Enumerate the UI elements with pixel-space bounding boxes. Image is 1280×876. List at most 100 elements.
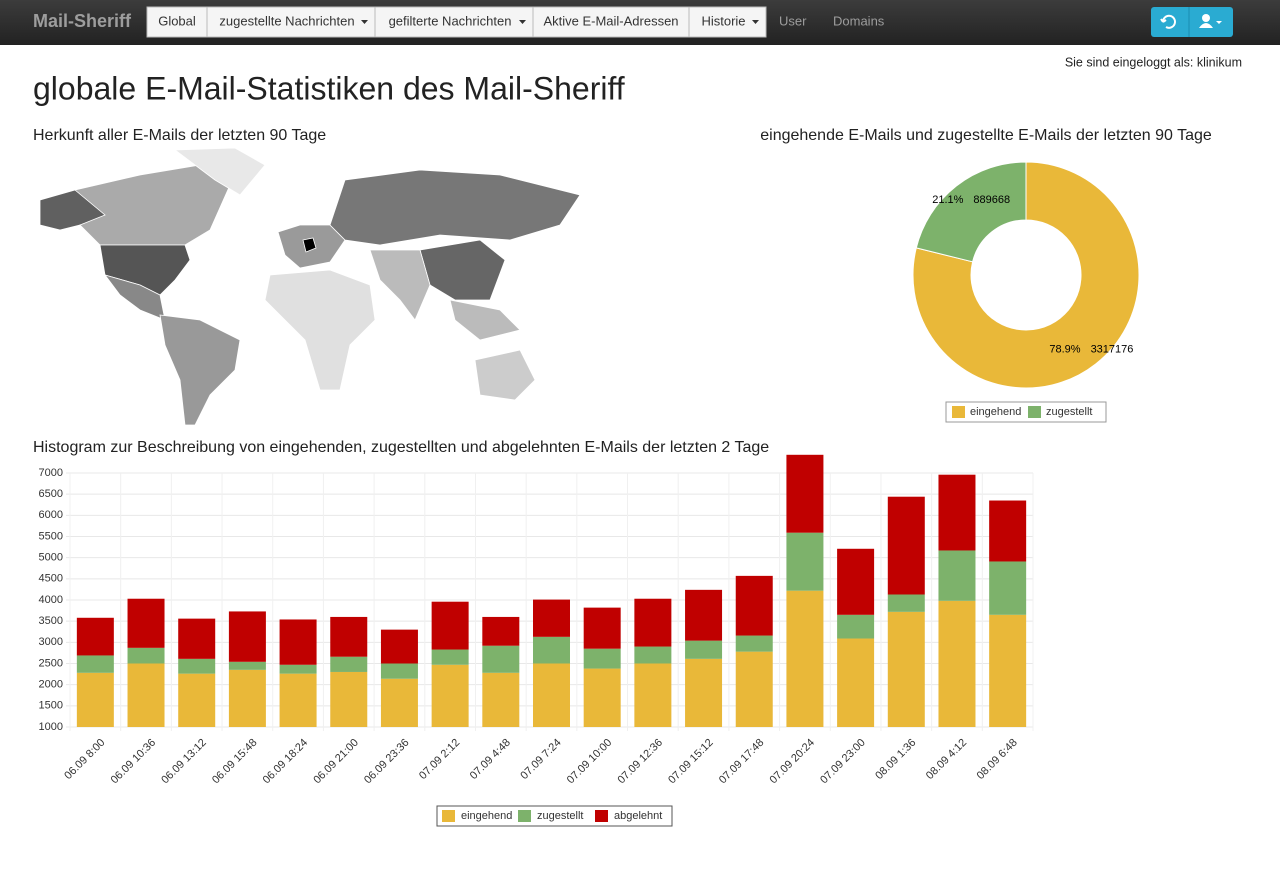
x-tick-label: 08.09 6:48 (975, 737, 1020, 782)
y-tick-label: 7000 (39, 467, 63, 479)
china (419, 239, 506, 301)
bar-segment (634, 646, 672, 664)
bar-segment (380, 678, 418, 727)
bar-segment (685, 589, 723, 641)
y-tick-label: 2000 (39, 679, 63, 691)
nav-link[interactable]: Domains (833, 13, 885, 28)
bar-segment (634, 598, 672, 647)
menu-label: gefilterte Nachrichten (389, 13, 512, 28)
legend-label: eingehend (970, 406, 1021, 418)
x-tick-label: 06.09 21:00 (311, 737, 361, 787)
bar-segment (735, 575, 773, 636)
bar-segment (279, 619, 317, 665)
bar-segment (431, 664, 469, 727)
y-tick-label: 3500 (39, 615, 63, 627)
x-tick-label: 06.09 8:00 (62, 737, 107, 782)
legend-label: zugestellt (537, 810, 583, 822)
y-tick-label: 1000 (39, 721, 63, 733)
map-title: Herkunft aller E-Mails der letzten 90 Ta… (33, 127, 326, 144)
bar-segment (482, 672, 520, 727)
legend-swatch (1028, 406, 1041, 418)
x-tick-label: 06.09 15:48 (210, 737, 260, 787)
legend-swatch (442, 810, 455, 822)
pie-percent: 21.1% (932, 194, 963, 206)
bar-segment (989, 500, 1027, 562)
bar-segment (380, 663, 418, 679)
x-tick-label: 06.09 23:36 (362, 737, 412, 787)
menu-button[interactable] (206, 6, 376, 38)
bar-segment (837, 548, 875, 615)
bar-segment (431, 649, 469, 665)
bar-segment (228, 611, 266, 662)
y-tick-label: 2500 (39, 657, 63, 669)
pie-slice (912, 161, 1140, 389)
caret (519, 20, 526, 24)
bar-segment (330, 616, 368, 657)
bar-segment (482, 616, 520, 646)
bar-segment (127, 663, 165, 727)
x-tick-label: 07.09 10:00 (565, 737, 615, 787)
bar-segment (127, 647, 165, 664)
bar-segment (533, 663, 570, 727)
bar-title: Histogram zur Beschreibung von eingehend… (33, 439, 769, 456)
y-tick-label: 6000 (39, 509, 63, 521)
greenland (173, 147, 266, 196)
menu-button[interactable] (374, 6, 534, 38)
pie-value: 889668 (973, 194, 1010, 206)
x-tick-label: 07.09 2:12 (417, 737, 462, 782)
login-info: Sie sind eingeloggt als: klinikum (1065, 55, 1242, 69)
nav-link[interactable]: User (779, 13, 807, 28)
x-tick-label: 08.09 1:36 (873, 737, 918, 782)
menu-button[interactable] (688, 6, 767, 38)
middle-asia (369, 249, 431, 321)
canada (74, 164, 231, 246)
africa (264, 269, 376, 391)
bar-segment (735, 635, 773, 652)
x-tick-label: 07.09 20:24 (768, 737, 818, 787)
y-tick-label: 3000 (39, 636, 63, 648)
germany (302, 237, 317, 253)
menu-label: zugestellte Nachrichten (219, 13, 354, 28)
x-tick-label: 07.09 4:48 (468, 737, 513, 782)
bar-segment (989, 561, 1027, 615)
pie-value: 3317176 (1091, 344, 1134, 356)
bar-segment (330, 671, 368, 727)
y-tick-label: 5500 (39, 530, 63, 542)
bar-segment (533, 599, 570, 637)
bar-segment (279, 664, 317, 674)
bar-segment (989, 614, 1027, 727)
page-title: globale E-Mail-Statistiken des Mail-Sher… (33, 70, 625, 106)
legend-swatch (595, 810, 608, 822)
southeast-asia (449, 299, 521, 341)
menu-label: Historie (701, 13, 745, 28)
legend-swatch (952, 406, 965, 418)
bar-segment (938, 600, 976, 727)
user-buttons[interactable] (1151, 7, 1233, 37)
caret (361, 20, 368, 24)
south-america (159, 314, 241, 426)
bar-segment (228, 669, 266, 727)
bar-segment (583, 668, 621, 727)
caret (752, 20, 759, 24)
y-tick-label: 4500 (39, 573, 63, 585)
bar-segment (76, 672, 114, 727)
user-icon[interactable] (1202, 14, 1210, 22)
bar-segment (887, 594, 925, 612)
bar-segment (76, 655, 114, 673)
pie-slice (915, 161, 1027, 263)
bar-segment (76, 617, 114, 656)
bar-segment (786, 532, 824, 591)
bar-segment (735, 651, 773, 727)
x-tick-label: 06.09 10:36 (109, 737, 159, 787)
legend-label: eingehend (461, 810, 512, 822)
refresh-icon[interactable] (1160, 14, 1176, 29)
brand[interactable]: Mail-Sheriff (33, 11, 132, 31)
x-tick-label: 06.09 13:12 (159, 737, 209, 787)
menu-button[interactable] (146, 6, 208, 38)
y-tick-label: 1500 (39, 700, 63, 712)
legend-swatch (518, 810, 531, 822)
bar-segment (634, 663, 672, 727)
pie-title: eingehende E-Mails und zugestellte E-Mai… (760, 127, 1212, 144)
